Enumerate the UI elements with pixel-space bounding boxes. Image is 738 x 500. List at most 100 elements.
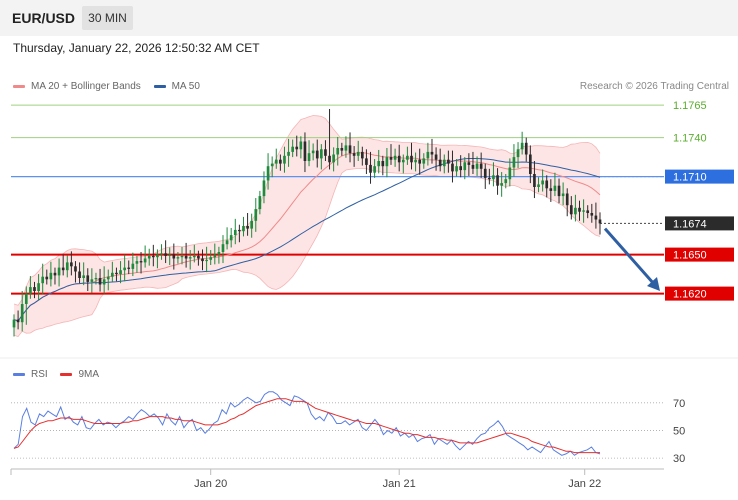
legend-rsi: RSI <box>13 369 48 380</box>
ma50-swatch-icon <box>153 84 166 88</box>
last-price-tag-label: 1.1674 <box>673 218 707 230</box>
candle-body <box>582 210 585 212</box>
last-price-tag <box>665 216 734 231</box>
candle-body <box>512 157 516 168</box>
resistance-label: 1.1740 <box>673 133 707 145</box>
candle-body <box>365 158 368 165</box>
support-tag <box>665 247 734 262</box>
forecast-arrowhead-icon <box>647 277 660 291</box>
candle-body <box>475 163 479 169</box>
candle-body <box>422 158 426 164</box>
legend-rsi-label: RSI <box>31 369 48 380</box>
candle-body <box>37 283 40 291</box>
candle-body <box>299 141 303 150</box>
candle-body <box>98 278 102 285</box>
candle-body <box>569 205 573 215</box>
candle-body <box>291 146 294 152</box>
bollinger-band-fill <box>14 115 600 337</box>
candle-body <box>180 255 184 258</box>
candle-body <box>463 162 467 171</box>
resistance-label: 1.1765 <box>673 100 707 112</box>
candle-body <box>348 145 352 154</box>
credit-text: Research © 2026 Trading Central <box>579 81 729 92</box>
candle-body <box>549 188 553 191</box>
ma9-swatch-icon <box>60 372 73 376</box>
candle-body <box>115 272 118 275</box>
candle-body <box>488 177 491 180</box>
candle-body <box>57 267 61 276</box>
price-levels <box>11 104 664 295</box>
candle-body <box>262 180 266 197</box>
candle-body <box>311 150 315 154</box>
candle-body <box>447 159 450 164</box>
legend-ma50-label: MA 50 <box>171 81 200 92</box>
candle-body <box>106 276 110 280</box>
candle-body <box>41 276 45 284</box>
candle-body <box>258 196 262 210</box>
candle-body <box>426 151 430 159</box>
candle-body <box>369 164 372 173</box>
candle-body <box>24 293 28 304</box>
candle-body <box>287 151 290 156</box>
candle-body <box>209 257 213 260</box>
bollinger-upper-line <box>13 115 601 306</box>
candle-body <box>471 164 475 169</box>
symbol-label: EUR/USD <box>12 10 76 26</box>
candle-body <box>205 259 208 262</box>
legend-9ma: 9MA <box>60 369 99 380</box>
candle-body <box>406 155 409 160</box>
candle-body <box>496 175 499 186</box>
x-tick-label: Jan 22 <box>568 478 601 490</box>
candle-body <box>590 213 594 216</box>
candle-body <box>164 253 167 256</box>
candle-body <box>233 229 237 236</box>
bollinger-bands <box>13 115 601 337</box>
rsi-tick-label: 50 <box>673 425 685 437</box>
ma50-line <box>13 158 601 322</box>
candle-body <box>131 263 135 269</box>
candle-body <box>102 279 106 285</box>
candle-body <box>459 166 463 171</box>
candle-body <box>352 153 356 156</box>
x-tick-label: Jan 20 <box>194 478 227 490</box>
candle-body <box>266 166 270 181</box>
candle-body <box>61 267 65 271</box>
candle-body <box>434 154 438 160</box>
candle-body <box>438 159 442 167</box>
candle-body <box>12 319 16 328</box>
legend-ma50: MA 50 <box>153 81 200 92</box>
rsi-legend: RSI 9MA <box>13 369 99 380</box>
pivot-tag-label: 1.1710 <box>673 172 707 184</box>
candle-body <box>111 272 114 277</box>
rsi-swatch-icon <box>13 372 25 376</box>
candle-body <box>479 163 483 169</box>
candle-body <box>221 244 225 252</box>
candle-body <box>418 159 422 164</box>
forecast-arrow <box>603 227 660 291</box>
candle-body <box>533 174 536 187</box>
candle-body <box>524 142 528 155</box>
candle-body <box>360 151 364 159</box>
chart-header: EUR/USD 30 MIN <box>0 0 738 36</box>
candle-body <box>389 157 393 160</box>
candle-body <box>127 267 131 269</box>
candle-body <box>168 254 172 256</box>
timeframe-button[interactable]: 30 MIN <box>82 6 133 30</box>
candle-body <box>516 149 520 158</box>
candle-body <box>336 148 340 155</box>
legend-ma20-label: MA 20 + Bollinger Bands <box>31 81 141 92</box>
candle-body <box>385 157 389 167</box>
candle-body <box>197 255 200 259</box>
main-legend: MA 20 + Bollinger Bands MA 50 <box>13 81 200 92</box>
candle-body <box>500 183 503 186</box>
candle-body <box>65 262 69 271</box>
candle-body <box>504 179 508 184</box>
candle-body <box>156 254 159 258</box>
candle-body <box>393 155 397 160</box>
candle-body <box>74 266 77 272</box>
candle-body <box>451 163 454 172</box>
candle-body <box>324 149 327 156</box>
candle-body <box>557 185 561 197</box>
candle-body <box>172 254 176 259</box>
candle-body <box>16 319 20 323</box>
